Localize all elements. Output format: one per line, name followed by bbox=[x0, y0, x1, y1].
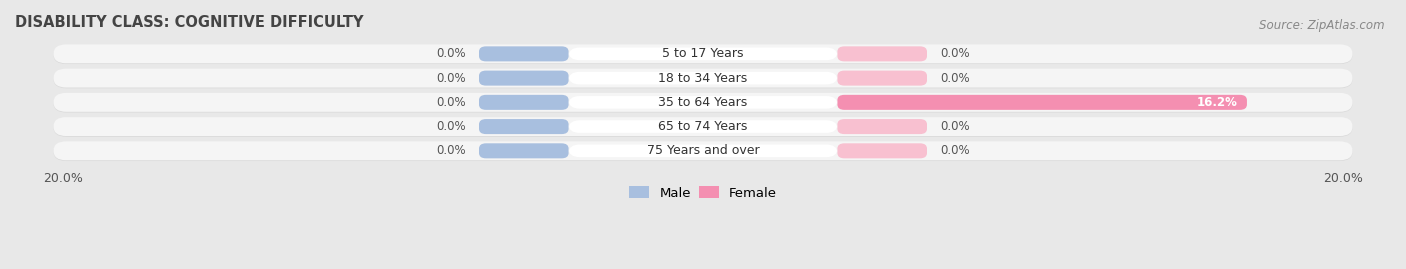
FancyBboxPatch shape bbox=[479, 143, 568, 158]
FancyBboxPatch shape bbox=[838, 119, 927, 134]
FancyBboxPatch shape bbox=[479, 70, 568, 86]
FancyBboxPatch shape bbox=[568, 120, 838, 133]
Text: 35 to 64 Years: 35 to 64 Years bbox=[658, 96, 748, 109]
Text: 65 to 74 Years: 65 to 74 Years bbox=[658, 120, 748, 133]
FancyBboxPatch shape bbox=[53, 69, 1353, 88]
FancyBboxPatch shape bbox=[53, 69, 1353, 88]
Text: 0.0%: 0.0% bbox=[437, 47, 467, 60]
FancyBboxPatch shape bbox=[53, 45, 1353, 64]
FancyBboxPatch shape bbox=[838, 46, 927, 61]
Text: 0.0%: 0.0% bbox=[939, 47, 969, 60]
Text: 0.0%: 0.0% bbox=[939, 120, 969, 133]
FancyBboxPatch shape bbox=[53, 118, 1353, 137]
FancyBboxPatch shape bbox=[53, 141, 1353, 160]
FancyBboxPatch shape bbox=[53, 142, 1353, 161]
FancyBboxPatch shape bbox=[568, 72, 838, 84]
FancyBboxPatch shape bbox=[53, 93, 1353, 112]
Text: DISABILITY CLASS: COGNITIVE DIFFICULTY: DISABILITY CLASS: COGNITIVE DIFFICULTY bbox=[15, 15, 364, 30]
Text: 0.0%: 0.0% bbox=[437, 96, 467, 109]
FancyBboxPatch shape bbox=[838, 95, 1247, 110]
FancyBboxPatch shape bbox=[479, 46, 568, 61]
FancyBboxPatch shape bbox=[53, 117, 1353, 136]
Text: 0.0%: 0.0% bbox=[437, 120, 467, 133]
Text: 75 Years and over: 75 Years and over bbox=[647, 144, 759, 157]
FancyBboxPatch shape bbox=[838, 143, 927, 158]
Text: 16.2%: 16.2% bbox=[1197, 96, 1237, 109]
Text: 18 to 34 Years: 18 to 34 Years bbox=[658, 72, 748, 85]
Text: 0.0%: 0.0% bbox=[939, 72, 969, 85]
FancyBboxPatch shape bbox=[568, 96, 838, 109]
FancyBboxPatch shape bbox=[479, 95, 568, 110]
Text: 0.0%: 0.0% bbox=[437, 72, 467, 85]
FancyBboxPatch shape bbox=[53, 94, 1353, 112]
FancyBboxPatch shape bbox=[838, 70, 927, 86]
Text: 0.0%: 0.0% bbox=[437, 144, 467, 157]
Text: 0.0%: 0.0% bbox=[939, 144, 969, 157]
FancyBboxPatch shape bbox=[568, 48, 838, 60]
Legend: Male, Female: Male, Female bbox=[624, 181, 782, 205]
Text: Source: ZipAtlas.com: Source: ZipAtlas.com bbox=[1260, 19, 1385, 32]
FancyBboxPatch shape bbox=[479, 119, 568, 134]
FancyBboxPatch shape bbox=[53, 44, 1353, 63]
Text: 5 to 17 Years: 5 to 17 Years bbox=[662, 47, 744, 60]
FancyBboxPatch shape bbox=[568, 144, 838, 157]
